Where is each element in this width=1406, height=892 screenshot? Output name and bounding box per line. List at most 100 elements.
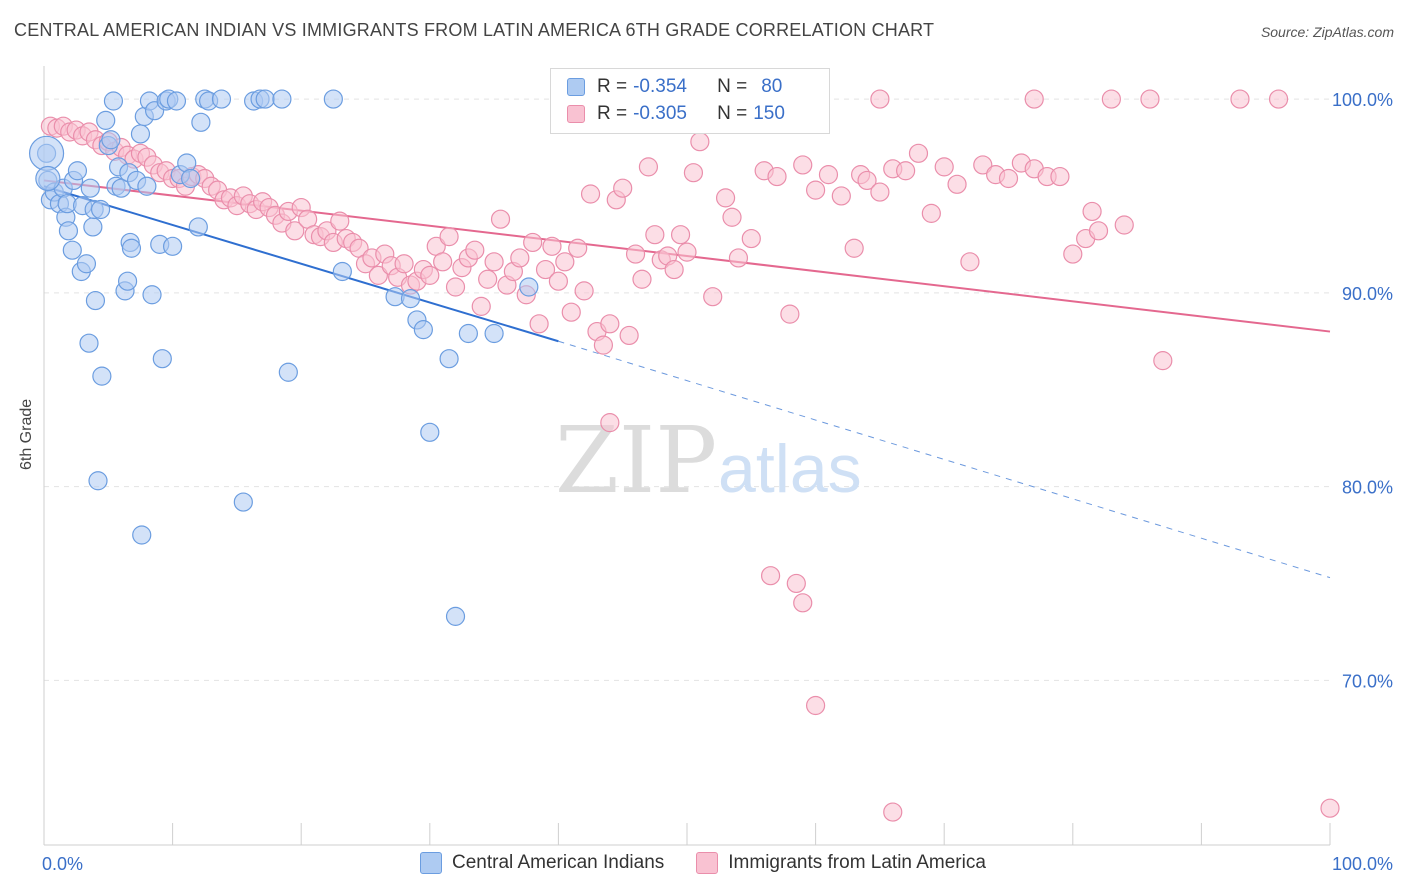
- watermark-atlas: atlas: [718, 431, 862, 507]
- y-tick-label: 100.0%: [1332, 90, 1393, 110]
- series-legend: Central American Indians Immigrants from…: [420, 852, 1018, 874]
- point-immigrants-latin-america: [973, 155, 993, 175]
- point-immigrants-latin-america: [645, 225, 665, 245]
- point-central-american-indians: [103, 91, 124, 111]
- legend-r-value: -0.354: [633, 76, 687, 97]
- point-immigrants-latin-america: [780, 304, 800, 324]
- point-immigrants-latin-america: [439, 227, 459, 247]
- point-immigrants-latin-america: [767, 166, 787, 187]
- point-central-american-indians: [255, 89, 275, 109]
- point-central-american-indians: [83, 217, 103, 237]
- legend-n-value: 80: [761, 76, 783, 97]
- point-central-american-indians: [111, 178, 131, 198]
- point-immigrants-latin-america: [433, 252, 453, 272]
- axes: [43, 66, 1331, 846]
- trend-extension-blue: [558, 340, 1331, 579]
- series-legend-item-pink[interactable]: Immigrants from Latin America: [696, 852, 986, 874]
- point-central-american-indians: [67, 161, 88, 181]
- point-central-american-indians: [458, 323, 478, 344]
- point-immigrants-latin-america: [960, 252, 980, 272]
- point-immigrants-latin-america: [1024, 89, 1044, 109]
- point-immigrants-latin-america: [786, 573, 806, 594]
- point-central-american-indians-large: [35, 165, 61, 192]
- series-swatch-pink: [696, 852, 719, 874]
- point-immigrants-latin-america: [535, 259, 556, 280]
- point-immigrants-latin-america: [1101, 89, 1121, 109]
- point-central-american-indians: [90, 199, 111, 220]
- point-central-american-indians: [519, 277, 539, 297]
- point-immigrants-latin-america: [420, 265, 440, 285]
- y-tick-label: 90.0%: [1342, 284, 1393, 304]
- point-central-american-indians: [152, 349, 172, 369]
- point-immigrants-latin-america: [600, 314, 620, 334]
- point-immigrants-latin-america: [490, 209, 511, 229]
- point-immigrants-latin-america: [728, 248, 749, 268]
- point-immigrants-latin-america: [722, 207, 742, 227]
- point-immigrants-latin-america: [1088, 221, 1109, 241]
- point-central-american-indians: [163, 236, 183, 256]
- point-central-american-indians: [400, 289, 421, 309]
- point-immigrants-latin-america: [883, 802, 903, 822]
- point-central-american-indians: [92, 366, 112, 386]
- point-immigrants-latin-america: [947, 174, 967, 194]
- point-immigrants-latin-america: [465, 240, 485, 260]
- point-central-american-indians: [76, 254, 97, 274]
- legend-swatch-pink: [567, 105, 585, 123]
- point-central-american-indians: [62, 240, 82, 260]
- point-immigrants-latin-america: [715, 188, 736, 208]
- point-immigrants-latin-america: [593, 335, 614, 355]
- point-immigrants-latin-america: [870, 182, 890, 202]
- legend-r-label: R =: [597, 103, 628, 124]
- point-immigrants-latin-america: [1114, 215, 1134, 235]
- point-immigrants-latin-america: [683, 163, 704, 183]
- legend-n-value: 150: [753, 103, 785, 124]
- point-central-american-indians: [96, 110, 116, 130]
- point-central-american-indians: [181, 168, 201, 189]
- point-immigrants-latin-america: [478, 269, 498, 289]
- point-central-american-indians: [439, 349, 459, 369]
- watermark: ZIP atlas: [555, 407, 862, 514]
- point-immigrants-latin-america: [831, 186, 851, 206]
- point-immigrants-latin-america: [793, 593, 813, 613]
- series-legend-item-blue[interactable]: Central American Indians: [420, 852, 664, 874]
- point-central-american-indians: [413, 320, 433, 340]
- point-immigrants-latin-america: [818, 165, 839, 185]
- point-central-american-indians: [132, 525, 152, 545]
- point-immigrants-latin-america: [1050, 166, 1070, 187]
- point-immigrants-latin-america: [844, 238, 864, 258]
- point-central-american-indians: [272, 89, 292, 109]
- point-central-american-indians-large: [28, 135, 65, 171]
- legend-row-blue: R = -0.354 N = 80: [567, 74, 782, 100]
- point-central-american-indians: [233, 492, 253, 512]
- point-immigrants-latin-america: [741, 228, 761, 249]
- point-immigrants-latin-america: [529, 314, 549, 334]
- source-label: Source: ZipAtlas.com: [1260, 24, 1394, 40]
- point-central-american-indians: [85, 290, 106, 311]
- point-central-american-indians: [88, 471, 108, 491]
- point-immigrants-latin-america: [574, 281, 594, 301]
- point-immigrants-latin-america: [1082, 201, 1102, 222]
- point-immigrants-latin-america: [445, 277, 466, 297]
- point-immigrants-latin-america: [670, 225, 691, 245]
- legend-row-pink: R = -0.305 N = 150: [567, 101, 785, 127]
- point-immigrants-latin-america: [793, 155, 813, 175]
- point-immigrants-latin-america: [760, 566, 781, 586]
- point-immigrants-latin-america: [555, 252, 575, 272]
- point-central-american-indians: [137, 176, 157, 196]
- point-central-american-indians: [79, 333, 99, 353]
- watermark-zip: ZIP: [555, 407, 717, 514]
- point-immigrants-latin-america: [568, 238, 588, 258]
- legend-n-label: N =: [717, 76, 748, 97]
- point-central-american-indians: [80, 178, 100, 198]
- point-central-american-indians: [188, 217, 208, 237]
- point-central-american-indians: [484, 323, 504, 344]
- legend-n-label: N =: [717, 103, 748, 124]
- point-immigrants-latin-america: [896, 161, 916, 181]
- point-central-american-indians: [58, 221, 79, 241]
- point-immigrants-latin-america: [638, 157, 659, 177]
- point-central-american-indians: [121, 238, 142, 258]
- point-central-american-indians: [130, 124, 151, 144]
- y-tick-label: 80.0%: [1342, 478, 1393, 498]
- series-name-pink: Immigrants from Latin America: [728, 852, 986, 873]
